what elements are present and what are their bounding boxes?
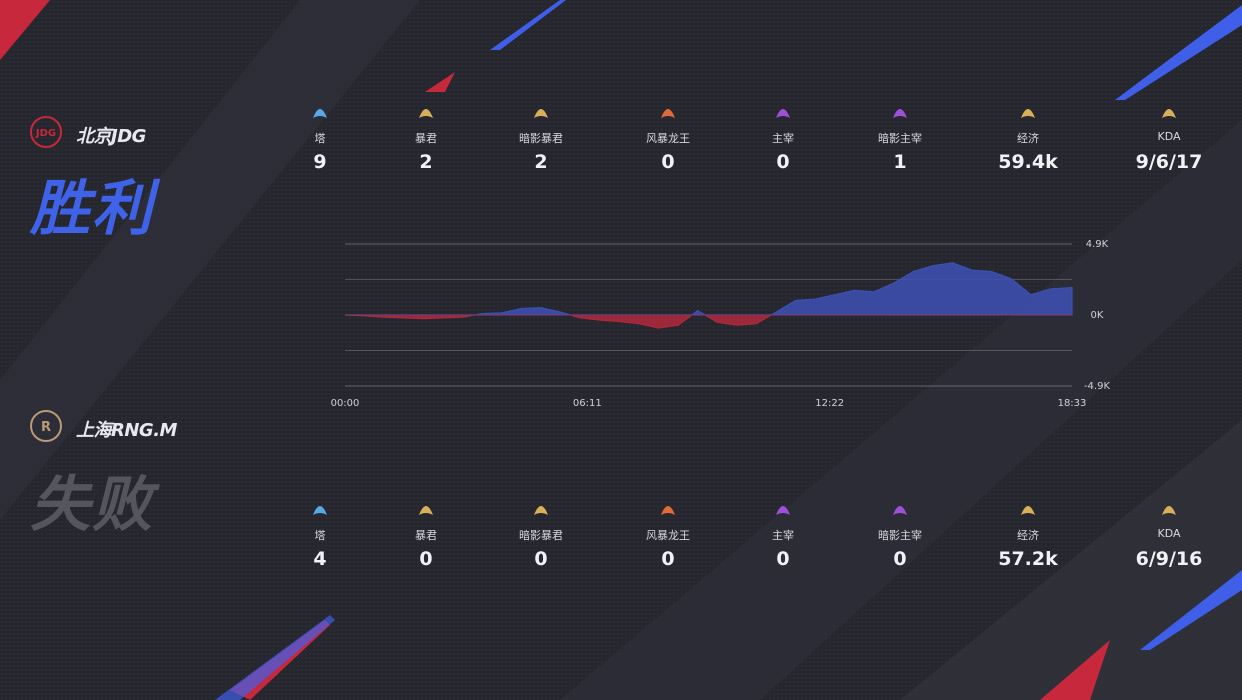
- stat-label: 暴君: [415, 529, 437, 542]
- stat-icon: [313, 506, 327, 515]
- team-logo: [30, 116, 62, 148]
- team-name: 北京JDG: [76, 126, 146, 147]
- stat-label: 经济: [1017, 529, 1039, 542]
- stat-label: 主宰: [772, 529, 794, 542]
- svg-text:R: R: [41, 420, 51, 435]
- stat-icon: [893, 506, 907, 515]
- stat-value: 2: [534, 151, 548, 173]
- stat-value: 0: [661, 151, 675, 173]
- x-tick-label: 12:22: [815, 398, 844, 409]
- stat-value: 4: [313, 548, 327, 570]
- x-tick-label: 06:11: [573, 398, 602, 409]
- stat-label: 主宰: [772, 132, 794, 145]
- x-tick-label: 18:33: [1058, 398, 1087, 409]
- stat-value: 0: [893, 548, 907, 570]
- stat-label: KDA: [1157, 527, 1181, 540]
- stat-icon: [534, 109, 548, 118]
- stat-icon: [1162, 109, 1176, 118]
- match-result: 胜利: [30, 174, 154, 244]
- stat-icon: [419, 109, 433, 118]
- stat-label: KDA: [1157, 130, 1181, 143]
- stat-value: 1: [893, 151, 907, 173]
- match-result: 失败: [30, 470, 154, 540]
- stat-icon: [1021, 506, 1035, 515]
- stat-icon: [1162, 506, 1176, 515]
- stat-value: 9/6/17: [1135, 151, 1203, 173]
- stat-label: 风暴龙王: [646, 529, 690, 542]
- stat-label: 塔: [314, 529, 326, 542]
- y-tick-label: -4.9K: [1084, 381, 1111, 392]
- stat-icon: [661, 506, 675, 515]
- stat-label: 暗影主宰: [878, 529, 922, 542]
- y-tick-label: 0K: [1091, 310, 1104, 321]
- stat-value: 0: [534, 548, 548, 570]
- stat-icon: [534, 506, 548, 515]
- stat-value: 0: [661, 548, 675, 570]
- stat-icon: [419, 506, 433, 515]
- stat-label: 暗影暴君: [519, 132, 563, 145]
- stat-icon: [313, 109, 327, 118]
- stat-label: 风暴龙王: [646, 132, 690, 145]
- stat-label: 暴君: [415, 132, 437, 145]
- y-tick-label: 4.9K: [1086, 239, 1109, 250]
- stat-value: 6/9/16: [1135, 548, 1203, 570]
- stat-label: 暗影主宰: [878, 132, 922, 145]
- stat-icon: [661, 109, 675, 118]
- stat-value: 0: [419, 548, 433, 570]
- team-logo: [30, 410, 62, 442]
- stat-label: 经济: [1017, 132, 1039, 145]
- stat-value: 59.4k: [998, 151, 1058, 173]
- team-name: 上海RNG.M: [76, 420, 177, 441]
- stat-value: 0: [776, 151, 790, 173]
- stat-value: 9: [313, 151, 327, 173]
- stat-value: 57.2k: [998, 548, 1058, 570]
- stat-value: 2: [419, 151, 433, 173]
- stat-icon: [893, 109, 907, 118]
- stat-icon: [776, 109, 790, 118]
- stat-value: 0: [776, 548, 790, 570]
- svg-text:JDG: JDG: [35, 128, 56, 139]
- stat-label: 暗影暴君: [519, 529, 563, 542]
- stat-icon: [776, 506, 790, 515]
- stat-label: 塔: [314, 132, 326, 145]
- gold-difference-area: [344, 262, 1073, 329]
- x-tick-label: 00:00: [331, 398, 360, 409]
- stat-icon: [1021, 109, 1035, 118]
